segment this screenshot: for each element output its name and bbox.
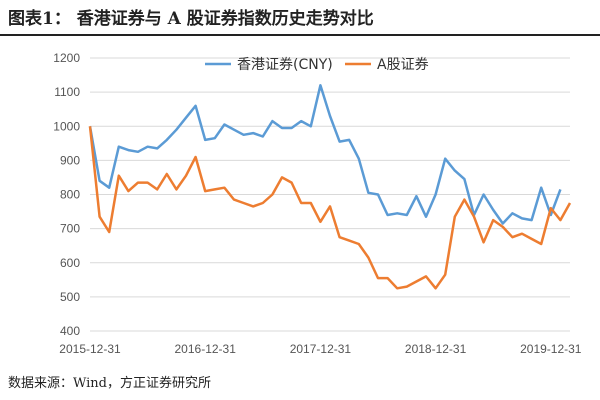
legend-label: A股证券 (377, 57, 429, 73)
line-chart: 400 500 600 700 800 900 1000 1100 1200 2015-12-3… (53, 51, 582, 356)
y-tick-label: 1000 (53, 119, 80, 133)
y-tick-label: 1100 (54, 85, 80, 99)
x-tick-label: 2016-12-31 (175, 342, 237, 356)
x-tick-label: 2015-12-31 (59, 342, 121, 356)
legend-label: 香港证券(CNY) (237, 57, 333, 73)
legend: 香港证券(CNY) A股证券 (205, 57, 429, 73)
y-tick-label: 400 (60, 324, 80, 338)
x-tick-label: 2017-12-31 (290, 342, 352, 356)
y-tick-label: 800 (60, 188, 80, 202)
y-tick-label: 500 (60, 290, 80, 304)
y-tick-label: 600 (60, 256, 80, 270)
series-lines (88, 84, 572, 290)
y-tick-label: 1200 (53, 51, 80, 65)
grid-lines (90, 57, 570, 332)
x-tick-label: 2018-12-31 (405, 342, 467, 356)
title-divider (0, 34, 600, 36)
y-axis: 400 500 600 700 800 900 1000 1100 1200 (53, 51, 80, 338)
x-tick-label: 2019-12-31 (520, 342, 582, 356)
series-line-a-share-securities (88, 126, 572, 290)
x-axis: 2015-12-31 2016-12-31 2017-12-31 2018-12-31… (59, 342, 582, 356)
y-tick-label: 700 (60, 222, 80, 236)
page-title: 图表1： 香港证券与 A 股证券指数历史走势对比 (8, 9, 374, 29)
source-note: 数据来源：Wind，方正证券研究所 (8, 376, 211, 391)
y-tick-label: 900 (60, 153, 80, 167)
series-line-hk-securities (88, 84, 562, 225)
